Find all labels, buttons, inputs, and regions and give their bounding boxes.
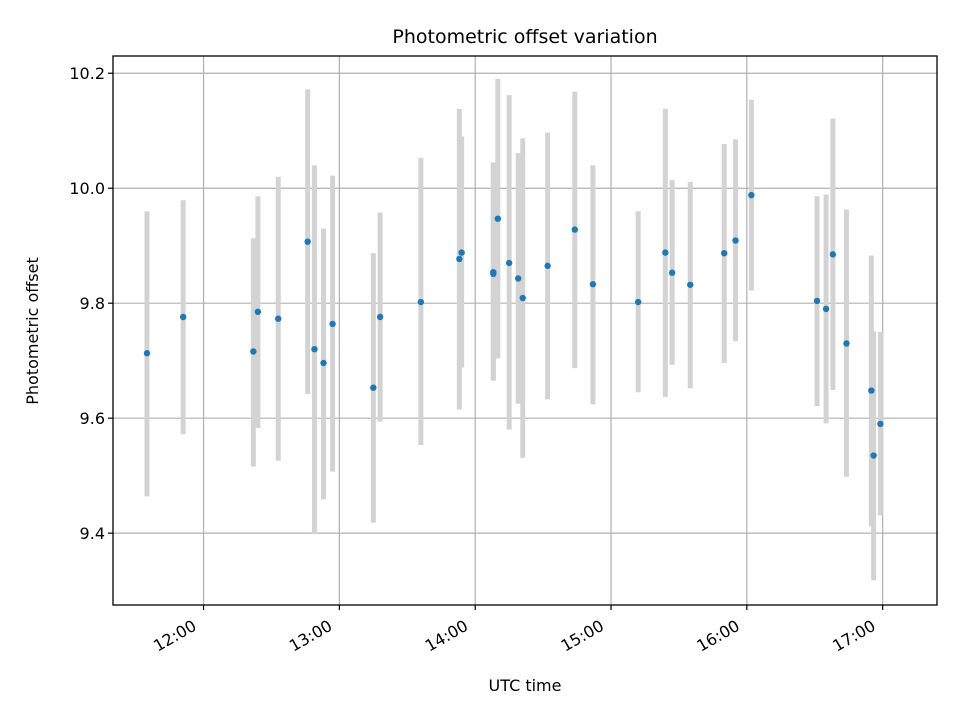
- data-point: [458, 249, 465, 256]
- chart-title: Photometric offset variation: [392, 26, 657, 48]
- data-point: [519, 294, 526, 302]
- data-point: [687, 281, 694, 288]
- data-point: [634, 298, 642, 306]
- data-point: [877, 420, 884, 428]
- data-point: [494, 215, 502, 222]
- data-point: [490, 268, 497, 276]
- data-points: [143, 191, 884, 459]
- data-point: [505, 259, 513, 267]
- y-tick-label: 9.6: [80, 409, 105, 428]
- data-point: [179, 313, 187, 321]
- data-point: [376, 313, 384, 321]
- data-point: [329, 320, 336, 328]
- data-point: [748, 191, 755, 199]
- data-point: [571, 226, 579, 233]
- y-axis: 9.4 9.6 9.8 10.0 10.2: [69, 64, 113, 543]
- data-point: [417, 298, 425, 306]
- data-point: [829, 251, 837, 258]
- y-axis-label: Photometric offset: [23, 257, 42, 405]
- data-point: [515, 275, 522, 282]
- data-point: [870, 452, 877, 459]
- data-point: [589, 281, 597, 288]
- data-point: [254, 308, 262, 316]
- y-tick-label: 9.8: [80, 294, 105, 313]
- data-point: [662, 249, 669, 256]
- data-point: [250, 348, 257, 355]
- data-point: [868, 387, 875, 394]
- data-point: [732, 237, 739, 244]
- y-tick-label: 10.2: [69, 64, 105, 83]
- data-point: [311, 345, 318, 353]
- data-point: [721, 249, 728, 257]
- data-point: [813, 297, 821, 305]
- y-tick-label: 10.0: [69, 179, 105, 198]
- data-point: [822, 305, 830, 313]
- x-axis-label: UTC time: [489, 676, 562, 695]
- data-point: [370, 384, 377, 391]
- data-point: [843, 340, 850, 347]
- data-point: [668, 269, 676, 276]
- data-point: [320, 359, 327, 367]
- data-point: [275, 315, 282, 322]
- data-point: [304, 238, 311, 245]
- data-point: [456, 255, 463, 263]
- plot-frame: [112, 55, 938, 606]
- data-point: [544, 262, 551, 270]
- y-tick-label: 9.4: [80, 524, 105, 543]
- data-point: [143, 350, 151, 357]
